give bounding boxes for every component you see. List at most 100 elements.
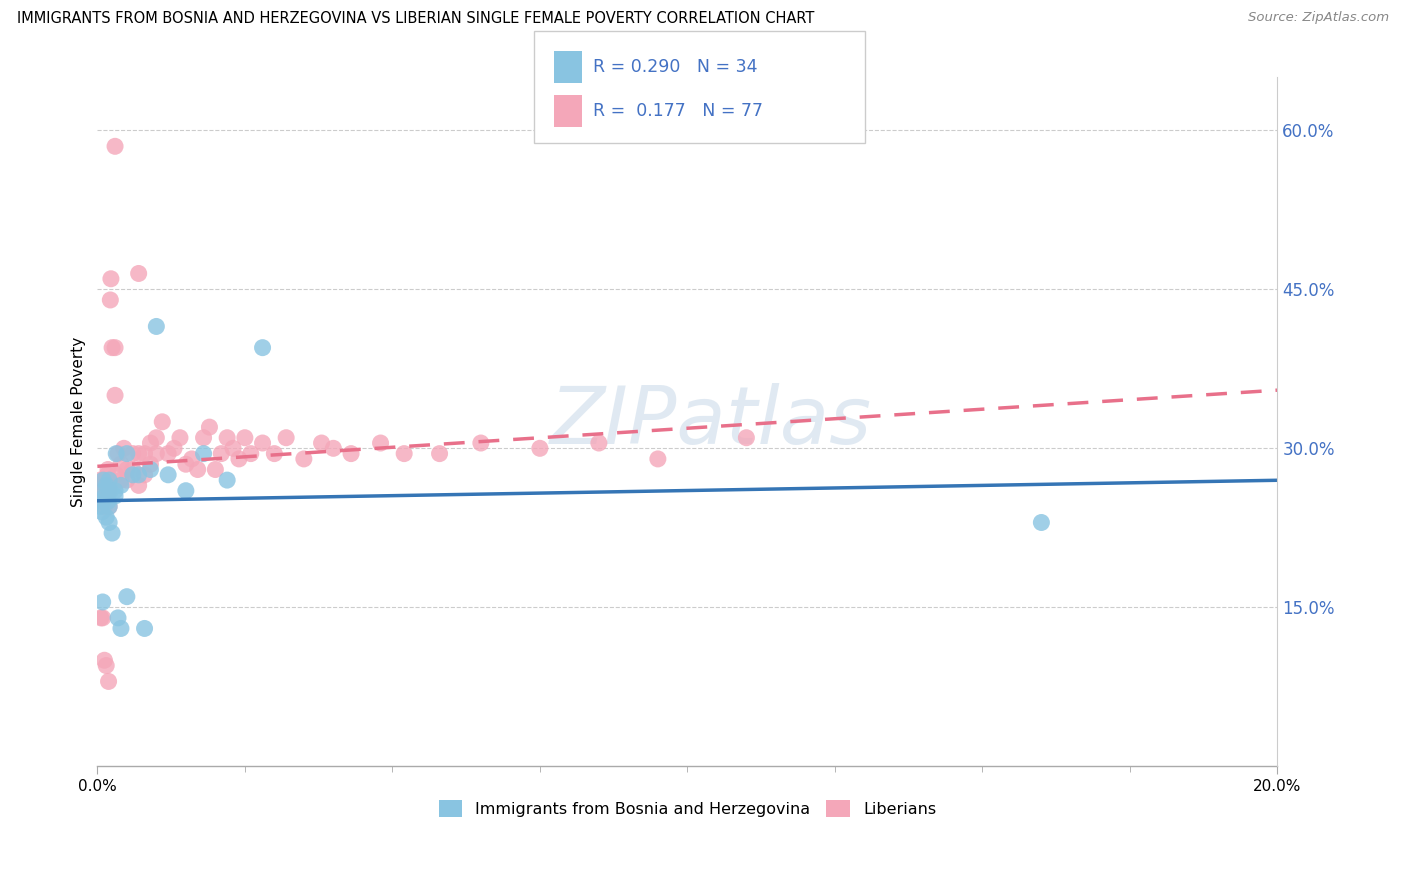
Point xyxy=(121,462,143,476)
Point xyxy=(276,431,298,445)
Point xyxy=(96,510,118,524)
Point xyxy=(239,447,262,461)
Point xyxy=(193,447,215,461)
Point xyxy=(105,447,128,461)
Point xyxy=(91,611,114,625)
Point xyxy=(110,473,132,487)
Point xyxy=(115,473,138,487)
Point xyxy=(104,139,127,153)
Point xyxy=(252,436,274,450)
Point xyxy=(96,658,118,673)
Point xyxy=(145,447,167,461)
Point xyxy=(91,505,114,519)
Point xyxy=(91,473,114,487)
Point xyxy=(90,489,112,503)
Point xyxy=(121,467,143,482)
Point xyxy=(91,489,114,503)
Point xyxy=(128,267,150,281)
Point xyxy=(93,483,115,498)
Point xyxy=(198,420,221,434)
Point xyxy=(392,447,415,461)
Point xyxy=(105,467,128,482)
Point xyxy=(96,478,118,492)
Point xyxy=(91,483,114,498)
Point xyxy=(204,462,226,476)
Point xyxy=(429,447,451,461)
Point xyxy=(93,653,115,667)
Point xyxy=(104,341,127,355)
Point xyxy=(340,447,363,461)
Point xyxy=(91,494,114,508)
Point xyxy=(110,457,132,471)
Point xyxy=(128,447,150,461)
Point xyxy=(91,478,114,492)
Point xyxy=(98,500,121,514)
Point xyxy=(98,293,121,307)
Point xyxy=(94,483,117,498)
Y-axis label: Single Female Poverty: Single Female Poverty xyxy=(72,336,86,507)
Point xyxy=(145,319,167,334)
Point xyxy=(134,622,156,636)
Point xyxy=(180,451,202,466)
Point xyxy=(222,442,245,456)
Point xyxy=(104,489,127,503)
Text: Source: ZipAtlas.com: Source: ZipAtlas.com xyxy=(1249,11,1389,24)
Point xyxy=(311,436,333,450)
Point xyxy=(96,478,118,492)
Point xyxy=(322,442,344,456)
Point xyxy=(128,478,150,492)
Point xyxy=(89,500,111,514)
Point xyxy=(228,451,250,466)
Point xyxy=(101,341,124,355)
Point xyxy=(128,467,150,482)
Point xyxy=(115,462,138,476)
Point xyxy=(98,473,121,487)
Text: IMMIGRANTS FROM BOSNIA AND HERZEGOVINA VS LIBERIAN SINGLE FEMALE POVERTY CORRELA: IMMIGRANTS FROM BOSNIA AND HERZEGOVINA V… xyxy=(17,11,814,26)
Point xyxy=(115,447,138,461)
Point xyxy=(96,467,118,482)
Point xyxy=(104,388,127,402)
Point xyxy=(174,483,197,498)
Point xyxy=(91,494,114,508)
Point xyxy=(90,483,112,498)
Point xyxy=(98,516,121,530)
Point xyxy=(252,341,274,355)
Point xyxy=(107,611,129,625)
Point xyxy=(193,431,215,445)
Text: ZIPatlas: ZIPatlas xyxy=(550,383,872,461)
Point xyxy=(735,431,758,445)
Point xyxy=(233,431,256,445)
Point xyxy=(93,500,115,514)
Point xyxy=(187,462,209,476)
Point xyxy=(588,436,610,450)
Point xyxy=(139,462,162,476)
Point xyxy=(97,674,120,689)
Point xyxy=(209,447,232,461)
Legend: Immigrants from Bosnia and Herzegovina, Liberians: Immigrants from Bosnia and Herzegovina, … xyxy=(432,794,942,823)
Text: R =  0.177   N = 77: R = 0.177 N = 77 xyxy=(593,102,763,120)
Point xyxy=(91,595,114,609)
Point xyxy=(110,478,132,492)
Point xyxy=(94,473,117,487)
Point xyxy=(217,431,239,445)
Point xyxy=(647,451,669,466)
Point xyxy=(97,462,120,476)
Point xyxy=(157,467,180,482)
Point xyxy=(263,447,285,461)
Point xyxy=(157,447,180,461)
Point xyxy=(370,436,392,450)
Text: R = 0.290   N = 34: R = 0.290 N = 34 xyxy=(593,58,758,76)
Point xyxy=(217,473,239,487)
Point xyxy=(115,590,138,604)
Point xyxy=(169,431,191,445)
Point xyxy=(163,442,186,456)
Point xyxy=(134,447,156,461)
Point xyxy=(107,447,129,461)
Point xyxy=(292,451,315,466)
Point xyxy=(90,611,112,625)
Point xyxy=(174,457,197,471)
Point xyxy=(134,467,156,482)
Point xyxy=(94,489,117,503)
Point xyxy=(98,483,121,498)
Point xyxy=(139,457,162,471)
